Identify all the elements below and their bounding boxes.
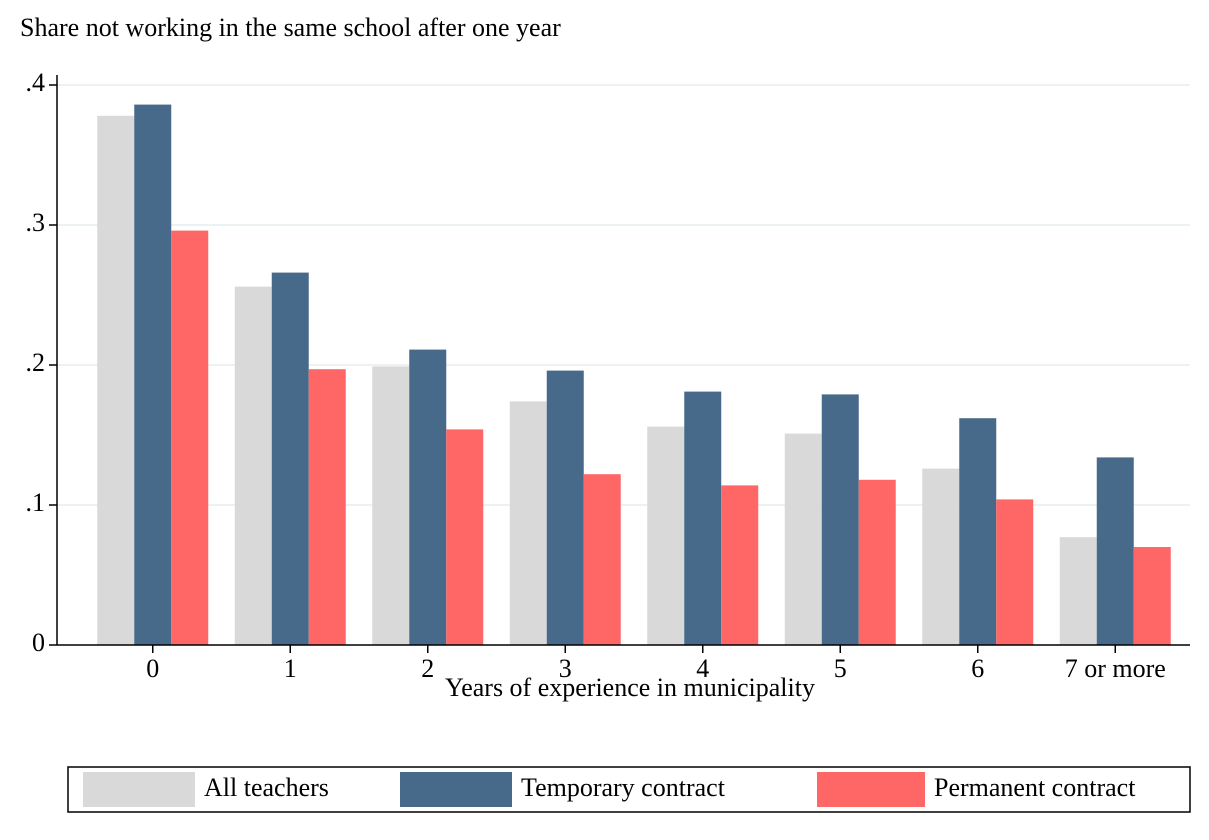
x-tick-label: 4 — [696, 654, 709, 683]
bar — [234, 286, 272, 645]
x-tick-label: 2 — [421, 654, 434, 683]
bar — [996, 499, 1034, 645]
bar — [647, 426, 685, 645]
bar — [546, 370, 584, 645]
legend-label: Temporary contract — [521, 773, 726, 802]
bar — [409, 349, 447, 645]
legend-swatch — [83, 772, 195, 807]
legend-label: All teachers — [204, 773, 329, 802]
bar — [171, 230, 209, 645]
bar — [821, 394, 859, 645]
bar — [959, 418, 997, 645]
y-tick-label: .2 — [26, 348, 46, 377]
bar — [784, 433, 822, 645]
y-tick-label: 0 — [32, 628, 45, 657]
bar — [684, 391, 722, 645]
x-tick-label: 3 — [559, 654, 572, 683]
bar — [1096, 457, 1134, 645]
x-tick-label: 7 or more — [1065, 654, 1166, 683]
bar — [134, 104, 172, 646]
bar — [372, 366, 410, 645]
bar — [97, 115, 135, 646]
y-axis-title: Share not working in the same school aft… — [20, 13, 561, 42]
bar — [721, 485, 759, 645]
bar — [308, 369, 346, 645]
y-tick-label: .1 — [26, 488, 46, 517]
legend-swatch — [400, 772, 512, 807]
legend-label: Permanent contract — [934, 773, 1136, 802]
legend-swatch — [817, 772, 925, 807]
bar — [1059, 537, 1097, 645]
x-tick-label: 0 — [146, 654, 159, 683]
bar — [446, 429, 484, 645]
x-axis-title: Years of experience in municipality — [445, 673, 815, 702]
x-tick-label: 6 — [971, 654, 984, 683]
x-tick-label: 5 — [834, 654, 847, 683]
y-tick-label: .4 — [26, 68, 46, 97]
bar — [583, 474, 621, 645]
bar — [271, 272, 309, 645]
bar — [1133, 547, 1171, 645]
legend-box — [67, 766, 1191, 813]
y-tick-label: .3 — [26, 208, 46, 237]
x-tick-label: 1 — [284, 654, 297, 683]
bar — [922, 468, 960, 645]
bar — [858, 479, 896, 645]
bar — [509, 401, 547, 645]
